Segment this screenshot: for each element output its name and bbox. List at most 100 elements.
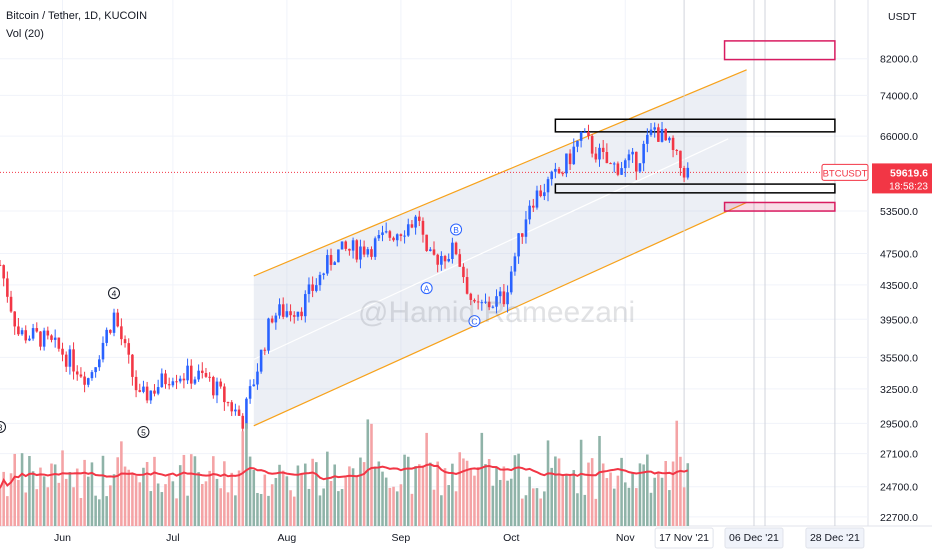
target-zone (723, 40, 836, 61)
candle-body (101, 342, 105, 360)
candle-body (127, 343, 131, 355)
candle-body (406, 224, 410, 236)
candle-body (83, 376, 86, 385)
volume-bar (410, 493, 414, 526)
volume-bar (384, 477, 388, 526)
candle-body (447, 258, 450, 262)
candle-body (418, 216, 421, 221)
candle-body (561, 173, 565, 175)
volume-bar (142, 467, 145, 526)
volume-bar (94, 495, 97, 526)
watermark: @Hamid Rameezani (358, 296, 636, 329)
volume-bar (572, 470, 576, 526)
volume-bar (79, 497, 83, 526)
candle-body (57, 337, 61, 349)
volume-bar (432, 489, 436, 526)
candle-body (509, 271, 513, 293)
candle-body (340, 241, 344, 250)
candle-body (535, 190, 539, 208)
volume-bar (465, 460, 469, 526)
volume-bar (101, 455, 105, 526)
volume-bar (469, 469, 473, 526)
candle-body (473, 299, 476, 302)
volume-bar (53, 464, 57, 526)
candle-body (28, 338, 31, 341)
candle-body (646, 134, 649, 144)
volume-bar (17, 479, 20, 526)
volume-bar (167, 473, 171, 526)
volume-bar (35, 489, 39, 526)
volume-bar (653, 477, 656, 526)
candle-body (429, 249, 432, 251)
candle-body (245, 398, 248, 429)
candle-body (123, 339, 127, 344)
candle-body (546, 179, 550, 193)
candle-body (627, 154, 631, 161)
candle-body (252, 384, 256, 387)
volume-bar (234, 495, 237, 526)
candle-body (572, 146, 576, 165)
volume-indicator-label: Vol (20) (6, 28, 44, 40)
time-marker-badge (805, 527, 865, 549)
volume-bar (528, 476, 531, 526)
time-marker-label: 17 Nov '21 (659, 532, 709, 544)
volume-bar (127, 469, 131, 526)
price-tick-label: 32500.0 (880, 384, 918, 396)
candle-body (601, 147, 605, 152)
candle-body (285, 311, 289, 317)
volume-bar (138, 482, 142, 526)
candle-body (657, 127, 660, 142)
volume-bar (20, 453, 24, 526)
candle-body (20, 330, 24, 335)
volume-bar (72, 487, 75, 526)
candle-body (182, 378, 186, 381)
price-tick-label: 29500.0 (880, 418, 918, 430)
candle-body (50, 335, 53, 340)
candle-body (671, 137, 675, 151)
candle-body (197, 370, 200, 380)
volume-bar (513, 455, 517, 526)
volume-bar (381, 471, 384, 526)
candle-body (425, 234, 428, 251)
volume-bar (579, 439, 583, 526)
candle-body (256, 371, 259, 385)
candle-body (638, 163, 642, 172)
volume-bar (318, 495, 322, 526)
volume-bar (509, 478, 513, 526)
volume-bar (686, 463, 690, 526)
volume-bar (300, 473, 303, 526)
volume-bar (75, 468, 79, 526)
wave-label-circle (137, 425, 150, 438)
volume-bar (543, 491, 546, 526)
symbol-title: Bitcoin / Tether, 1D, KUCOIN (6, 10, 148, 22)
price-tick-label: 43500.0 (880, 280, 918, 292)
volume-bar (156, 483, 160, 526)
candle-body (498, 291, 502, 297)
volume-bar (565, 474, 568, 526)
volume-bar (406, 456, 410, 526)
volume-bar (348, 466, 351, 526)
candle-body (337, 249, 340, 263)
candle-body (458, 254, 462, 267)
volume-bar (362, 462, 366, 526)
volume-bar (57, 482, 61, 526)
volume-bar (443, 468, 447, 526)
candle-body (167, 384, 171, 386)
volume-bar (197, 472, 200, 526)
volume-bar (568, 475, 572, 526)
wave-label-circle (108, 287, 121, 300)
candle-body (675, 150, 679, 152)
volume-bar (451, 463, 454, 526)
volume-bar (2, 471, 5, 526)
volume-bar (61, 450, 64, 526)
time-marker-label: 06 Dec '21 (729, 532, 779, 544)
candle-body (156, 387, 160, 394)
volume-bar (657, 472, 660, 526)
candle-body (322, 273, 325, 275)
volume-bar (487, 459, 491, 526)
volume-bar (315, 462, 318, 526)
volume-bar (98, 499, 101, 526)
candle-body (616, 163, 620, 175)
volume-bar (535, 488, 539, 526)
